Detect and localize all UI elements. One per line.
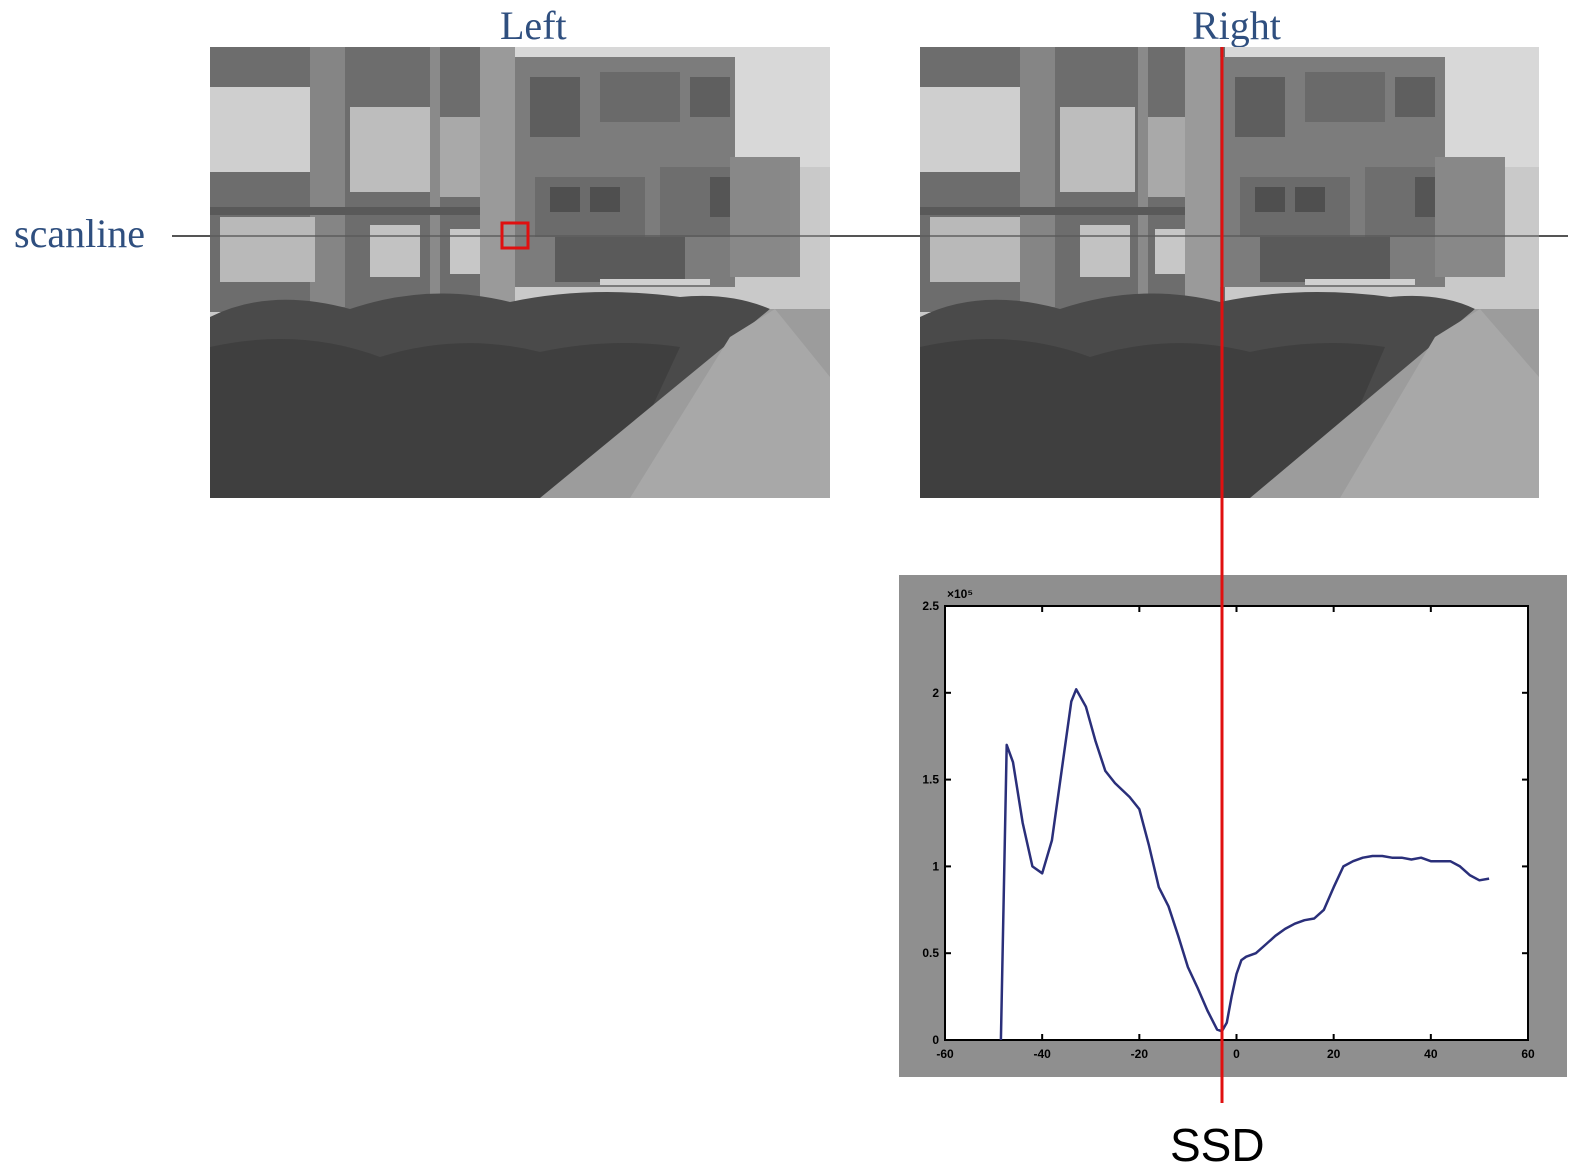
y-tick-label: 2 — [932, 686, 939, 700]
right-stereo-image — [920, 47, 1539, 498]
plot-area — [944, 605, 1529, 1041]
y-tick-label: 1 — [932, 859, 939, 873]
scene-group — [210, 47, 830, 498]
y-scale-label: ×10⁵ — [947, 587, 973, 601]
ssd-plot: -60 -40 -20 0 20 40 60 0 0.5 1 1.5 2 2.5 ×10⁵ — [922, 587, 1535, 1061]
y-tick-label: 0 — [932, 1033, 939, 1047]
ssd-curve — [999, 688, 1490, 1041]
ssd-label: SSD — [1170, 1119, 1265, 1171]
x-tick-label: -20 — [1131, 1047, 1149, 1061]
scene-group — [920, 47, 1539, 498]
x-tick-label: 20 — [1327, 1047, 1341, 1061]
left-title: Left — [500, 3, 567, 48]
y-tick-label: 1.5 — [922, 773, 939, 787]
x-tick-label: -60 — [936, 1047, 954, 1061]
right-scene-illustration — [920, 47, 1539, 498]
left-scene-illustration — [210, 47, 830, 498]
scanline-label: scanline — [14, 211, 146, 256]
left-stereo-image — [210, 47, 830, 498]
y-tick-label: 0.5 — [922, 946, 939, 960]
x-tick-label: 40 — [1424, 1047, 1438, 1061]
y-tick-label: 2.5 — [922, 599, 939, 613]
ssd-plot-frame: -60 -40 -20 0 20 40 60 0 0.5 1 1.5 2 2.5 ×10⁵ — [899, 575, 1567, 1077]
x-tick-label: 0 — [1233, 1047, 1240, 1061]
right-title: Right — [1192, 3, 1281, 48]
x-tick-label: -40 — [1033, 1047, 1051, 1061]
x-tick-label: 60 — [1521, 1047, 1535, 1061]
